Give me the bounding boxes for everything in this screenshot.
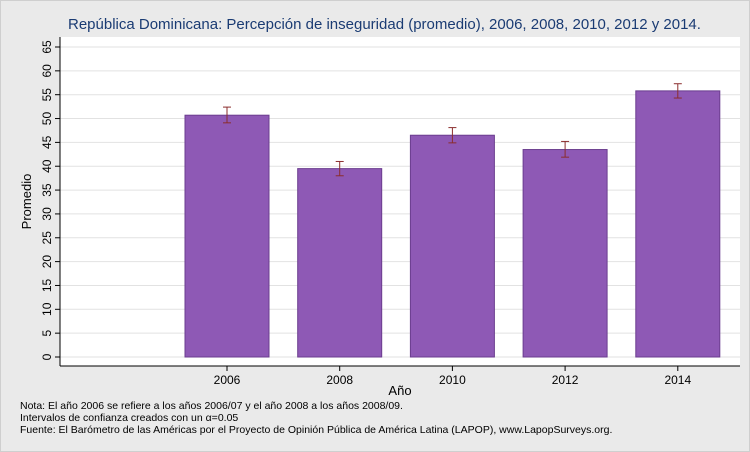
x-tick-label: 2014 <box>664 373 691 387</box>
y-tick-label: 35 <box>40 183 54 197</box>
note-line: Nota: El año 2006 se refiere a los años … <box>20 400 403 412</box>
x-axis-ticks: 2006 2008 2010 2012 2014 <box>214 366 691 387</box>
y-tick-label: 30 <box>40 207 54 221</box>
y-tick-label: 5 <box>40 329 54 336</box>
bar <box>522 149 608 358</box>
y-tick-label: 10 <box>40 302 54 316</box>
bar <box>184 114 270 358</box>
gridlines <box>60 46 740 358</box>
chart-title: República Dominicana: Percepción de inse… <box>68 16 701 33</box>
y-axis-label: Promedio <box>19 174 34 230</box>
y-tick-label: 25 <box>40 231 54 245</box>
error-bars <box>223 83 682 177</box>
bar <box>635 90 721 358</box>
confidence-note: Intervalos de confianza creados con un α… <box>20 412 239 424</box>
y-tick-label: 65 <box>40 40 54 54</box>
x-tick-label: 2010 <box>439 373 466 387</box>
bars <box>184 90 721 358</box>
y-tick-label: 55 <box>40 88 54 102</box>
y-tick-label: 15 <box>40 278 54 292</box>
y-tick-label: 0 <box>40 353 54 360</box>
source-note: Fuente: El Barómetro de las Américas por… <box>20 424 613 436</box>
y-tick-label: 40 <box>40 159 54 173</box>
footnotes: Nota: El año 2006 se refiere a los años … <box>20 400 612 436</box>
y-tick-label: 45 <box>40 135 54 149</box>
plot-area <box>60 37 740 366</box>
y-tick-label: 50 <box>40 112 54 126</box>
bar <box>409 134 495 358</box>
y-axis-ticks: 0 5 10 15 20 25 30 35 40 45 50 55 60 65 <box>40 40 60 360</box>
bar <box>297 168 383 358</box>
y-tick-label: 20 <box>40 255 54 269</box>
x-axis-label: Año <box>388 383 411 398</box>
x-tick-label: 2012 <box>552 373 579 387</box>
x-tick-label: 2006 <box>214 373 241 387</box>
x-tick-label: 2008 <box>326 373 353 387</box>
y-tick-label: 60 <box>40 64 54 78</box>
